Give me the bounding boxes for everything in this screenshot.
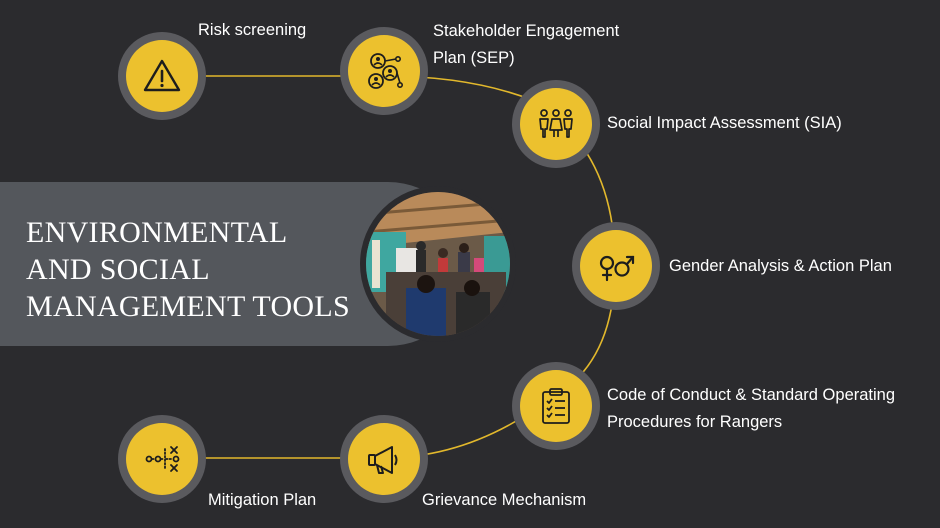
node-grievance-mechanism [340,415,428,503]
label-risk-screening: Risk screening [198,21,307,39]
strategy-plan-icon [145,446,180,472]
title-line-3: MANAGEMENT TOOLS [26,290,350,323]
node-mitigation-plan [118,415,206,503]
label-code-of-conduct: Code of Conduct & Standard Operating Pro… [607,386,896,431]
label-stakeholder-engagement: Stakeholder Engagement Plan (SEP) [433,22,620,67]
warning-icon [143,59,181,92]
label-grievance-mechanism: Grievance Mechanism [422,491,587,509]
node-stakeholder-engagement [340,27,428,115]
page-title: ENVIRONMENTAL AND SOCIAL MANAGEMENT TOOL… [26,214,366,325]
label-mitigation-plan: Mitigation Plan [208,491,317,509]
label-gender-analysis: Gender Analysis & Action Plan [669,257,892,275]
clipboard-checklist-icon [542,388,570,424]
stakeholder-network-icon [368,53,403,89]
node-gender-analysis [572,222,660,310]
title-line-2: AND SOCIAL [26,253,210,286]
community-meeting-photo [366,192,510,336]
label-social-impact-assessment: Social Impact Assessment (SIA) [607,114,842,132]
gender-symbols-icon [599,255,635,282]
megaphone-icon [368,446,398,474]
people-group-icon [539,109,573,138]
node-code-of-conduct [512,362,600,450]
node-social-impact-assessment [512,80,600,168]
title-line-1: ENVIRONMENTAL [26,216,288,249]
node-risk-screening [118,32,206,120]
